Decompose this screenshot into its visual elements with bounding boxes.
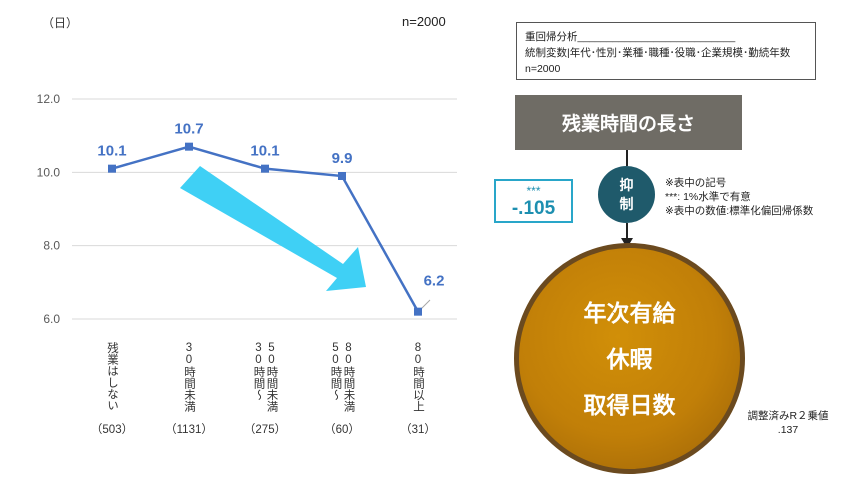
x-tick-label-part: 50時間未満	[265, 342, 278, 412]
x-tick-label-part: 30時間～	[252, 342, 265, 401]
outcome-circle: 年次有給 休暇 取得日数	[514, 243, 745, 474]
adjusted-r2: 調整済みR２乗値 .137	[740, 409, 836, 437]
x-tick-label: 50時間未満 30時間～	[235, 342, 295, 412]
outcome-line-1: 年次有給	[583, 299, 676, 326]
data-point	[414, 307, 422, 316]
x-tick-label-part: 80時間未満	[342, 342, 355, 412]
outcome-line-3: 取得日数	[583, 391, 676, 418]
y-tick-label: 8.0	[43, 239, 60, 253]
control-variables: 統制変数|年代･性別･業種･職種･役職･企業規模･勤続年数	[525, 47, 791, 59]
value-label: 10.1	[250, 143, 279, 160]
data-point	[108, 164, 116, 173]
suppress-char-2: 制	[619, 195, 634, 212]
note-values: ※表中の数値:標準化偏回帰係数	[665, 205, 814, 217]
x-tick-label-part: 80時間以上	[412, 342, 424, 412]
regression-info-box: 重回帰分析___________________________ 統制変数|年代…	[516, 22, 816, 80]
value-label: 10.7	[174, 121, 203, 138]
data-point	[185, 142, 193, 151]
x-tick-label: 残業はしない	[82, 342, 142, 411]
x-tick-label: 80時間以上	[388, 342, 448, 412]
y-tick-label: 12.0	[37, 92, 61, 106]
y-unit-label: （日）	[42, 16, 79, 30]
x-tick-label: 80時間未満 50時間～	[312, 342, 372, 412]
suppress-badge: 抑 制	[598, 166, 655, 223]
value-label: 6.2	[424, 273, 445, 290]
suppress-char-1: 抑	[619, 176, 634, 193]
x-count-label: （275）	[243, 424, 287, 436]
y-tick-label: 6.0	[43, 312, 60, 326]
coefficient-value: -.105	[511, 198, 556, 219]
regression-n: n=2000	[525, 63, 561, 75]
r2-label: 調整済みR２乗値	[747, 410, 829, 422]
data-point	[261, 164, 269, 173]
x-tick-label-part: 残業はしない	[106, 342, 118, 411]
sample-size-label: n=2000	[402, 14, 446, 29]
coefficient-box: *** -.105	[494, 179, 573, 223]
r2-value: .137	[777, 424, 799, 436]
significance-mark: ***	[526, 184, 541, 198]
outcome-line-2: 休暇	[606, 345, 653, 372]
regression-title: 重回帰分析___________________________	[525, 31, 736, 43]
note-symbol: ※表中の記号	[665, 177, 727, 189]
value-label: 10.1	[97, 143, 126, 160]
predictor-title: 残業時間の長さ	[515, 95, 742, 150]
note-significance: ***: 1%水準で有意	[665, 191, 751, 203]
trend-arrow	[180, 166, 366, 291]
x-count-label: （60）	[324, 424, 360, 436]
x-tick-label-part: 50時間～	[329, 342, 342, 401]
x-count-label: （31）	[400, 424, 436, 436]
y-tick-label: 10.0	[37, 165, 61, 179]
value-label: 9.9	[332, 150, 353, 167]
x-count-label: （503）	[90, 424, 134, 436]
legend-notes: ※表中の記号 ***: 1%水準で有意 ※表中の数値:標準化偏回帰係数	[665, 176, 813, 218]
data-point	[338, 172, 346, 180]
x-count-label: （1131）	[165, 424, 213, 436]
x-tick-label: 30時間未満	[159, 342, 219, 412]
x-tick-label-part: 30時間未満	[183, 342, 195, 412]
